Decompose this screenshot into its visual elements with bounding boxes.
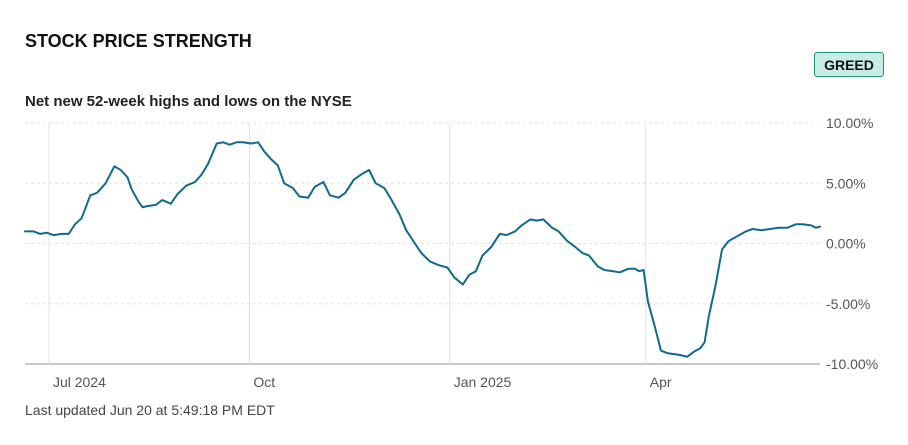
greed-badge: GREED [814, 52, 884, 77]
x-tick-label: Jul 2024 [53, 374, 106, 390]
chart-title: STOCK PRICE STRENGTH [25, 31, 252, 51]
y-tick-label: -5.00% [826, 296, 870, 312]
y-tick-label: 5.00% [826, 175, 866, 191]
y-tick-label: 0.00% [826, 236, 866, 252]
x-axis-ticks: Jul 2024 Oct Jan 2025 Apr [53, 374, 672, 390]
grid-lines [25, 122, 820, 365]
y-axis-ticks: 10.00% 5.00% 0.00% -5.00% -10.00% [826, 115, 878, 372]
x-tick-label: Jan 2025 [454, 374, 512, 390]
last-updated: Last updated Jun 20 at 5:49:18 PM EDT [25, 402, 275, 418]
chart-subtitle: Net new 52-week highs and lows on the NY… [25, 93, 352, 110]
y-tick-label: -10.00% [826, 356, 878, 372]
x-tick-label: Apr [650, 374, 672, 390]
series-line [24, 141, 821, 358]
x-tick-label: Oct [253, 374, 275, 390]
y-tick-label: 10.00% [826, 115, 873, 131]
